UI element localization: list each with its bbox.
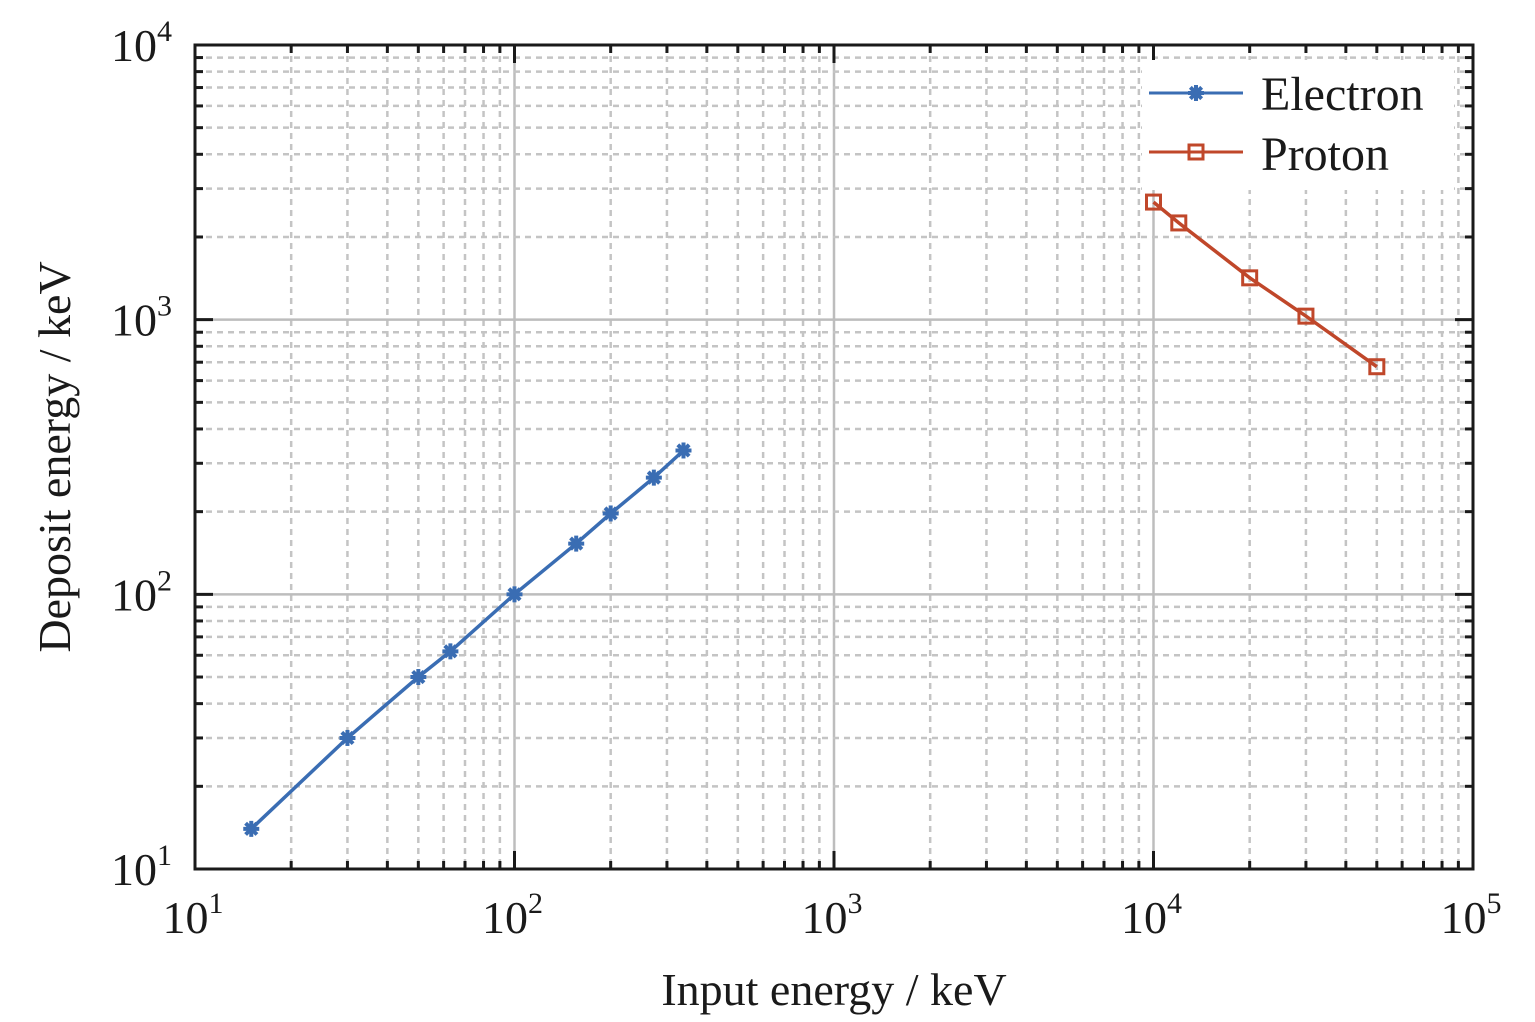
asterisk-stroke: [1188, 85, 1204, 101]
legend: Electron Proton: [1142, 60, 1454, 190]
legend-item-proton: Proton: [1149, 128, 1389, 181]
asterisk-stroke: [340, 730, 355, 746]
plot-frame: [193, 43, 1475, 871]
data-point-proton: [1170, 214, 1188, 232]
asterisk-stroke: [443, 644, 458, 659]
data-point-proton: [1241, 269, 1259, 287]
series-electron: [243, 442, 692, 837]
asterisk-stroke: [411, 669, 426, 685]
grid: [195, 45, 1473, 869]
legend-marker-glyph: [1188, 85, 1204, 101]
legend-marker-electron: [1188, 85, 1204, 101]
data-point-proton: [1145, 193, 1162, 211]
x-axis-label: Input energy / keV: [661, 964, 1006, 1015]
y-tick-labels: 101 102 103 104: [111, 15, 172, 895]
x-tick-labels: 101 102 103 104 105: [163, 887, 1502, 943]
asterisk-stroke: [603, 506, 618, 521]
data-point-electron: [645, 469, 662, 486]
x-tick-label: 101: [163, 887, 224, 943]
data-point-proton: [1368, 358, 1386, 376]
legend-background: [1142, 60, 1454, 190]
asterisk-stroke: [646, 470, 661, 485]
x-tick-label: 104: [1121, 887, 1182, 943]
asterisk-stroke: [676, 443, 691, 458]
y-tick-label: 101: [111, 839, 172, 895]
data-point-electron: [568, 535, 585, 552]
legend-marker-glyph: [1187, 143, 1205, 161]
legend-marker-proton: [1187, 143, 1205, 161]
asterisk-stroke: [507, 587, 522, 602]
asterisk-stroke: [244, 821, 259, 836]
data-point-proton: [1297, 307, 1315, 325]
legend-label-proton: Proton: [1261, 128, 1389, 181]
x-tick-label: 103: [802, 887, 863, 943]
asterisk-stroke: [569, 536, 584, 551]
data-point-electron: [602, 505, 619, 522]
data-point-electron: [506, 586, 523, 603]
x-tick-label: 102: [482, 887, 543, 943]
y-axis-label: Deposit energy / keV: [29, 261, 80, 652]
series-layer: [243, 193, 1386, 837]
legend-item-electron: Electron: [1149, 68, 1424, 121]
legend-label-electron: Electron: [1261, 68, 1424, 121]
data-point-electron: [410, 669, 427, 686]
y-tick-label: 104: [111, 15, 172, 71]
y-tick-label: 103: [111, 290, 172, 346]
data-point-electron: [675, 442, 692, 459]
y-tick-label: 102: [111, 564, 172, 620]
data-point-electron: [243, 820, 260, 837]
series-proton: [1145, 193, 1386, 376]
x-tick-label: 105: [1441, 887, 1502, 943]
data-point-electron: [442, 643, 459, 660]
series-line-electron: [250, 449, 685, 831]
data-point-electron: [339, 729, 356, 746]
